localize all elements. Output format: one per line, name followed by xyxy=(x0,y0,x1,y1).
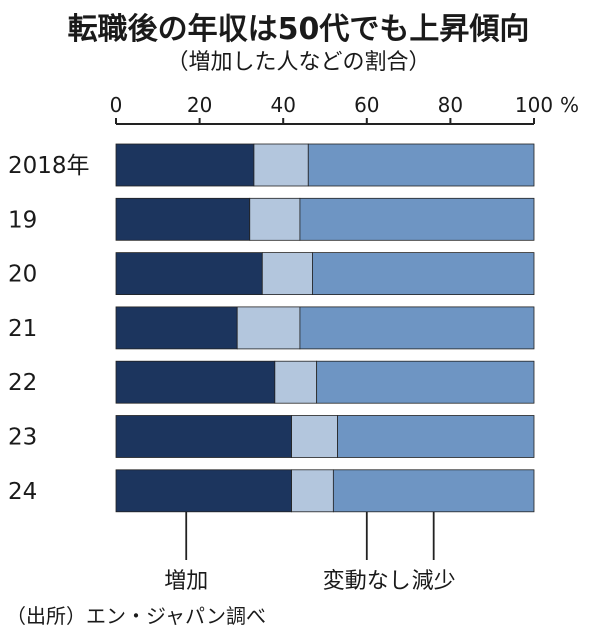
bar-segment xyxy=(274,360,318,404)
bar-segment xyxy=(115,415,292,458)
x-tick-label: 20 xyxy=(187,93,212,117)
bar-segment xyxy=(316,360,535,404)
bar-segment xyxy=(115,469,292,513)
bar-segment xyxy=(115,197,251,241)
bar-segment xyxy=(115,143,255,187)
x-tick-label: 0 xyxy=(110,93,123,117)
bar-segment xyxy=(299,197,535,241)
legend-label: 変動なし xyxy=(323,569,411,594)
category-label: 24 xyxy=(8,479,37,505)
bar-segment xyxy=(332,469,535,513)
category-label: 23 xyxy=(8,425,37,451)
category-label: 20 xyxy=(8,262,37,288)
bar-segment xyxy=(253,143,309,187)
x-tick-label: 60 xyxy=(354,93,379,117)
x-tick-label: 40 xyxy=(270,93,295,117)
legend-label: 増加 xyxy=(164,569,208,594)
bar-segment xyxy=(337,415,535,458)
bar-segment xyxy=(249,197,301,241)
category-label: 21 xyxy=(8,316,37,342)
x-axis-unit: % xyxy=(560,93,579,117)
bar-segment xyxy=(261,252,313,296)
category-label: 19 xyxy=(8,207,37,233)
bar-segment xyxy=(307,143,535,187)
bar-segment xyxy=(299,306,535,350)
chart-title: 転職後の年収は50代でも上昇傾向 xyxy=(67,12,530,47)
bar-segment xyxy=(312,252,535,296)
legend-label: 減少 xyxy=(412,569,456,594)
x-tick-label: 100 xyxy=(515,93,553,117)
source-note: （出所）エン・ジャパン調べ xyxy=(6,604,266,628)
chart-subtitle: （増加した人などの割合） xyxy=(166,50,431,75)
bar-segment xyxy=(236,306,301,350)
bar-segment xyxy=(115,306,238,350)
category-label: 22 xyxy=(8,370,37,396)
bar-segment xyxy=(291,415,338,458)
bar-segment xyxy=(115,252,263,296)
bar-segment xyxy=(291,469,334,513)
x-tick-label: 80 xyxy=(438,93,463,117)
category-label: 2018年 xyxy=(8,153,90,179)
bar-segment xyxy=(115,360,276,404)
